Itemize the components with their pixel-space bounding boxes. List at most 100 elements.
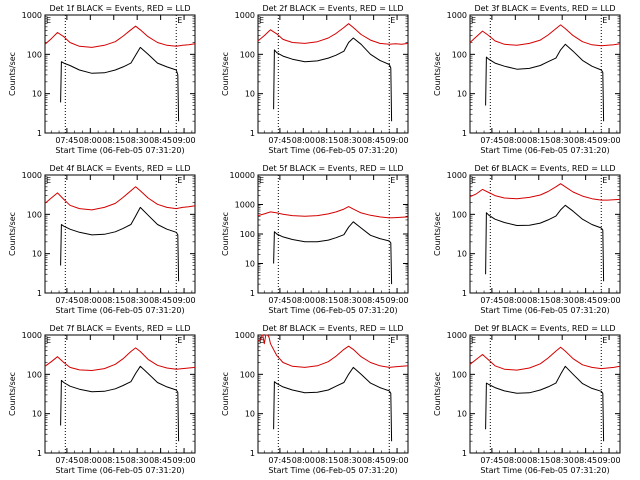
time-marker-label: E bbox=[390, 16, 395, 25]
x-axis-label: Start Time (06-Feb-05 07:31:20) bbox=[480, 146, 609, 155]
panel-title: Det 2f BLACK = Events, RED = LLD bbox=[262, 4, 403, 13]
y-tick-label: 1000 bbox=[447, 171, 467, 180]
x-tick-label: 08:45 bbox=[149, 296, 172, 305]
x-tick-label: 08:45 bbox=[362, 296, 385, 305]
time-marker-label: E bbox=[177, 16, 182, 25]
x-tick-label: 09:00 bbox=[173, 136, 196, 145]
x-tick-label: 08:00 bbox=[79, 136, 102, 145]
panel-title: Det 6f BLACK = Events, RED = LLD bbox=[474, 164, 615, 173]
x-tick-label: 08:30 bbox=[339, 136, 362, 145]
y-tick-label: 10 bbox=[245, 90, 255, 99]
x-tick-label: 08:00 bbox=[292, 296, 315, 305]
series-line-events bbox=[60, 46, 180, 122]
y-axis-label: Counts/sec bbox=[221, 372, 230, 416]
y-tick-label: 100 bbox=[27, 210, 42, 219]
plot-frame bbox=[44, 14, 196, 134]
x-tick-label: 08:15 bbox=[527, 456, 550, 465]
series-line-lld bbox=[44, 186, 196, 211]
x-tick-label: 08:15 bbox=[527, 296, 550, 305]
y-tick-label: 100 bbox=[27, 50, 42, 59]
time-marker-label: E bbox=[602, 336, 607, 345]
x-axis-label: Start Time (06-Feb-05 07:31:20) bbox=[268, 146, 397, 155]
y-tick-label: 1 bbox=[250, 449, 255, 458]
panel-title: Det 1f BLACK = Events, RED = LLD bbox=[49, 4, 190, 13]
y-tick-label: 1000 bbox=[447, 331, 467, 340]
y-tick-label: 1000 bbox=[22, 331, 42, 340]
panel-title: Det 5f BLACK = Events, RED = LLD bbox=[262, 164, 403, 173]
panel-det-1: Det 1f BLACK = Events, RED = LLD 1 10 100 10… bbox=[8, 4, 196, 155]
y-tick-label: 1000 bbox=[235, 11, 255, 20]
x-axis-label: Start Time (06-Feb-05 07:31:20) bbox=[55, 306, 184, 315]
y-tick-label: 1 bbox=[462, 129, 467, 138]
x-tick-label: 07:45 bbox=[268, 136, 291, 145]
corner-marker-label: E bbox=[259, 16, 264, 25]
y-tick-label: 1 bbox=[462, 449, 467, 458]
corner-marker-label: E bbox=[471, 176, 476, 185]
x-tick-label: 08:45 bbox=[574, 136, 597, 145]
x-tick-label: 08:00 bbox=[504, 136, 527, 145]
series-line-lld bbox=[469, 346, 621, 371]
series-line-lld bbox=[44, 347, 196, 371]
corner-marker-label: E bbox=[46, 176, 51, 185]
series-line-lld bbox=[469, 24, 621, 47]
y-axis-label: Counts/sec bbox=[433, 52, 442, 96]
x-tick-label: 08:15 bbox=[315, 136, 338, 145]
series-line-lld bbox=[257, 334, 409, 368]
plot-frame bbox=[469, 334, 621, 454]
x-tick-label: 08:45 bbox=[149, 456, 172, 465]
y-tick-label: 100 bbox=[452, 210, 467, 219]
series-line-events bbox=[273, 366, 393, 442]
series-line-lld bbox=[44, 25, 196, 48]
x-tick-label: 08:00 bbox=[79, 456, 102, 465]
x-axis-label: Start Time (06-Feb-05 07:31:20) bbox=[480, 466, 609, 475]
panel-det-3: Det 3f BLACK = Events, RED = LLD 1 10 100 10… bbox=[433, 4, 621, 155]
x-tick-label: 09:00 bbox=[173, 456, 196, 465]
y-axis-label: Counts/sec bbox=[221, 52, 230, 96]
y-tick-label: 1000 bbox=[22, 11, 42, 20]
y-axis-label: Counts/sec bbox=[221, 212, 230, 256]
plot-frame bbox=[257, 174, 409, 294]
y-tick-label: 10 bbox=[245, 410, 255, 419]
series-line-events bbox=[485, 43, 605, 122]
x-tick-label: 09:00 bbox=[173, 296, 196, 305]
y-tick-label: 100 bbox=[240, 370, 255, 379]
panel-det-5: Det 5f BLACK = Events, RED = LLD 1 10 100 10… bbox=[221, 164, 409, 315]
series-line-events bbox=[273, 221, 393, 285]
x-tick-label: 09:00 bbox=[386, 456, 409, 465]
y-tick-label: 100 bbox=[240, 50, 255, 59]
corner-marker-label: E bbox=[46, 336, 51, 345]
y-axis-label: Counts/sec bbox=[8, 372, 17, 416]
time-marker-label: E bbox=[602, 176, 607, 185]
x-tick-label: 09:00 bbox=[386, 296, 409, 305]
corner-marker-label: E bbox=[46, 16, 51, 25]
x-tick-label: 07:45 bbox=[268, 296, 291, 305]
x-tick-label: 08:45 bbox=[362, 456, 385, 465]
series-line-lld bbox=[257, 23, 409, 45]
corner-marker-label: E bbox=[259, 336, 264, 345]
x-tick-label: 08:30 bbox=[551, 296, 574, 305]
y-tick-label: 100 bbox=[27, 370, 42, 379]
time-marker-label: E bbox=[177, 336, 182, 345]
time-marker-label: E bbox=[177, 176, 182, 185]
corner-marker-label: E bbox=[471, 336, 476, 345]
y-tick-label: 10 bbox=[457, 90, 467, 99]
x-axis-label: Start Time (06-Feb-05 07:31:20) bbox=[268, 466, 397, 475]
x-tick-label: 08:00 bbox=[504, 456, 527, 465]
y-tick-label: 10 bbox=[32, 410, 42, 419]
x-tick-label: 08:15 bbox=[315, 296, 338, 305]
x-axis-label: Start Time (06-Feb-05 07:31:20) bbox=[268, 306, 397, 315]
panel-title: Det 9f BLACK = Events, RED = LLD bbox=[474, 324, 615, 333]
y-tick-label: 1000 bbox=[22, 171, 42, 180]
y-tick-label: 10 bbox=[32, 90, 42, 99]
x-tick-label: 08:15 bbox=[102, 136, 125, 145]
corner-marker-label: E bbox=[259, 176, 264, 185]
x-tick-label: 08:00 bbox=[292, 136, 315, 145]
y-tick-label: 10 bbox=[457, 410, 467, 419]
plot-frame bbox=[257, 334, 409, 454]
plot-frame bbox=[469, 14, 621, 134]
x-tick-label: 07:45 bbox=[55, 296, 78, 305]
y-axis-label: Counts/sec bbox=[433, 212, 442, 256]
y-tick-label: 10 bbox=[457, 250, 467, 259]
panel-det-9: Det 9f BLACK = Events, RED = LLD 1 10 100 10… bbox=[433, 324, 621, 475]
